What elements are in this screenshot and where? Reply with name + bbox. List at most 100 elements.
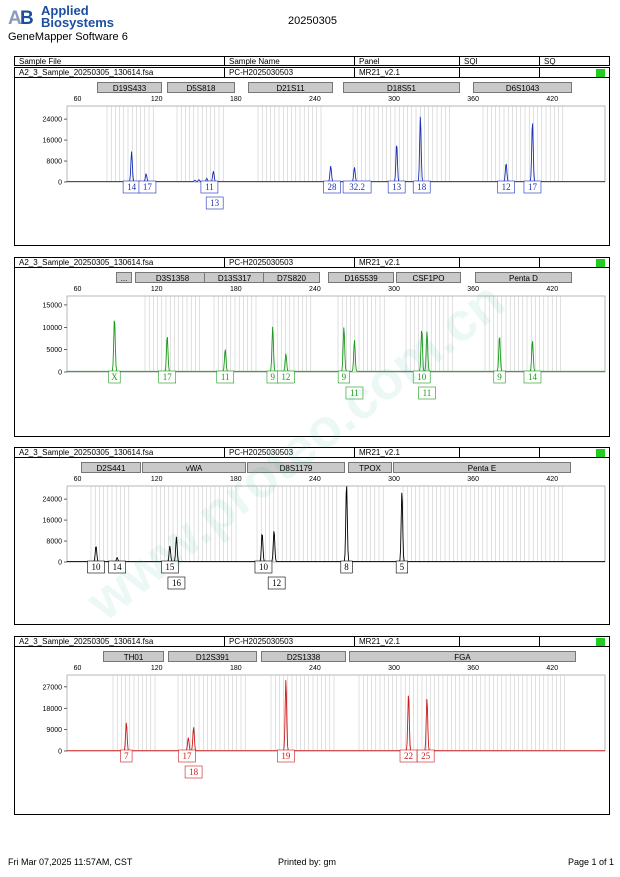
allele-label: 14 (523, 370, 542, 384)
electropherogram-panel-red: A2_3_Sample_20250305_130614.fsa PC-H20250… (14, 636, 610, 815)
sample-file: A2_3_Sample_20250305_130614.fsa (15, 448, 225, 457)
x-tick-label: 180 (230, 286, 242, 293)
col-sqi: SQI (460, 57, 540, 66)
marker-d2s441-button[interactable]: D2S441 (81, 462, 141, 473)
panel-name: MR21_v2.1 (355, 68, 460, 77)
y-tick-label: 9000 (46, 727, 62, 734)
sqi-cell (460, 258, 540, 267)
allele-label-text: 16 (172, 578, 182, 588)
allele-label: 17 (523, 180, 542, 194)
marker-csf1po-button[interactable]: CSF1PO (396, 272, 461, 283)
x-tick-label: 120 (151, 286, 163, 293)
allele-label: 12 (277, 370, 295, 384)
sample-info-row: A2_3_Sample_20250305_130614.fsa PC-H20250… (15, 258, 609, 268)
allele-label-text: 28 (328, 182, 338, 192)
x-tick-label: 120 (151, 476, 163, 483)
x-tick-label: 180 (230, 665, 242, 672)
software-name: GeneMapper Software 6 (8, 31, 128, 43)
x-tick-label: 60 (74, 476, 82, 483)
allele-label: 8 (340, 560, 353, 574)
x-tick-label: 240 (309, 96, 321, 103)
marker-d8s1179-button[interactable]: D8S1179 (247, 462, 345, 473)
allele-label: 16 (167, 576, 186, 590)
y-tick-label: 10000 (43, 325, 63, 332)
sample-file: A2_3_Sample_20250305_130614.fsa (15, 258, 225, 267)
marker-d2s1338-button[interactable]: D2S1338 (261, 651, 346, 662)
marker-d16s539-button[interactable]: D16S539 (328, 272, 394, 283)
y-tick-label: 16000 (43, 518, 63, 525)
plot-area (66, 295, 606, 373)
marker-d19s433-button[interactable]: D19S433 (97, 82, 162, 93)
y-tick-label: 0 (58, 370, 62, 377)
sample-info-row: A2_3_Sample_20250305_130614.fsa PC-H20250… (15, 68, 609, 78)
sq-status-indicator (596, 638, 605, 646)
marker-d21s11-button[interactable]: D21S11 (248, 82, 333, 93)
col-sq: SQ (544, 57, 556, 66)
allele-label-text: 11 (221, 372, 230, 382)
allele-label: 14 (108, 560, 126, 574)
sample-info-row: A2_3_Sample_20250305_130614.fsa PC-H20250… (15, 448, 609, 458)
marker-tpox-button[interactable]: TPOX (348, 462, 392, 473)
sample-file: A2_3_Sample_20250305_130614.fsa (15, 68, 225, 77)
allele-label: 11 (345, 386, 364, 400)
sq-status-indicator (596, 69, 605, 77)
sq-status-indicator (596, 259, 605, 267)
marker-d7s820-button[interactable]: D7S820 (263, 272, 320, 283)
marker-d18s51-button[interactable]: D18S51 (343, 82, 460, 93)
ab-logo-icon: A B (8, 8, 34, 28)
trace-line (67, 680, 605, 752)
sample-name: PC-H2025030503 (225, 448, 355, 457)
y-tick-label: 16000 (43, 138, 63, 145)
y-tick-label: 8000 (46, 539, 62, 546)
report-title: 20250305 (288, 15, 337, 27)
allele-label-text: 7 (124, 751, 129, 761)
footer-page: Page 1 of 1 (568, 857, 615, 867)
trace-line (67, 486, 605, 563)
electropherogram-panel-blue: A2_3_Sample_20250305_130614.fsa PC-H20250… (14, 67, 610, 246)
marker--button[interactable]: ... (116, 272, 132, 283)
marker-d5s818-button[interactable]: D5S818 (167, 82, 235, 93)
allele-label: 28 (323, 180, 341, 194)
x-tick-label: 420 (546, 96, 558, 103)
panel-name: MR21_v2.1 (355, 637, 460, 646)
marker-vwa-button[interactable]: vWA (142, 462, 246, 473)
allele-label-text: 14 (528, 372, 538, 382)
allele-label: 11 (216, 370, 235, 384)
allele-label: X (108, 370, 121, 384)
marker-th01-button[interactable]: TH01 (103, 651, 164, 662)
allele-label: 17 (158, 370, 177, 384)
x-tick-label: 300 (388, 286, 400, 293)
marker-pentad-button[interactable]: Penta D (475, 272, 572, 283)
electropherogram-chart: 60 120 180 240 300 360 420 0 8000 16000 24000 14 17 1… (43, 96, 606, 210)
x-tick-label: 360 (467, 96, 479, 103)
allele-label-text: X (111, 372, 118, 382)
x-tick-label: 120 (151, 665, 163, 672)
column-header-row: Sample File Sample Name Panel SQI SQ (14, 56, 610, 66)
plot-area (66, 485, 606, 563)
svg-text:B: B (20, 8, 34, 28)
electropherogram-panel-green: A2_3_Sample_20250305_130614.fsa PC-H20250… (14, 257, 610, 437)
allele-label: 15 (161, 560, 179, 574)
bin-lines (106, 106, 564, 182)
allele-label: 9 (337, 370, 350, 384)
allele-label-text: 12 (502, 182, 511, 192)
marker-fga-button[interactable]: FGA (349, 651, 576, 662)
x-tick-label: 420 (546, 665, 558, 672)
marker-pentae-button[interactable]: Penta E (393, 462, 571, 473)
y-tick-label: 15000 (43, 302, 63, 309)
allele-label: 13 (387, 180, 406, 194)
allele-label-text: 18 (417, 182, 427, 192)
allele-label: 11 (200, 180, 219, 194)
y-tick-label: 24000 (43, 497, 63, 504)
svg-text:A: A (8, 8, 22, 28)
allele-label: 32.2 (342, 180, 372, 194)
marker-d6s1043-button[interactable]: D6S1043 (473, 82, 572, 93)
marker-d12s391-button[interactable]: D12S391 (168, 651, 257, 662)
allele-label: 25 (416, 749, 435, 763)
allele-label: 11 (418, 386, 436, 400)
allele-label-text: 9 (497, 372, 502, 382)
sample-name: PC-H2025030503 (225, 258, 355, 267)
y-tick-label: 0 (58, 180, 62, 187)
bin-lines (90, 486, 563, 562)
allele-label-text: 17 (143, 182, 153, 192)
